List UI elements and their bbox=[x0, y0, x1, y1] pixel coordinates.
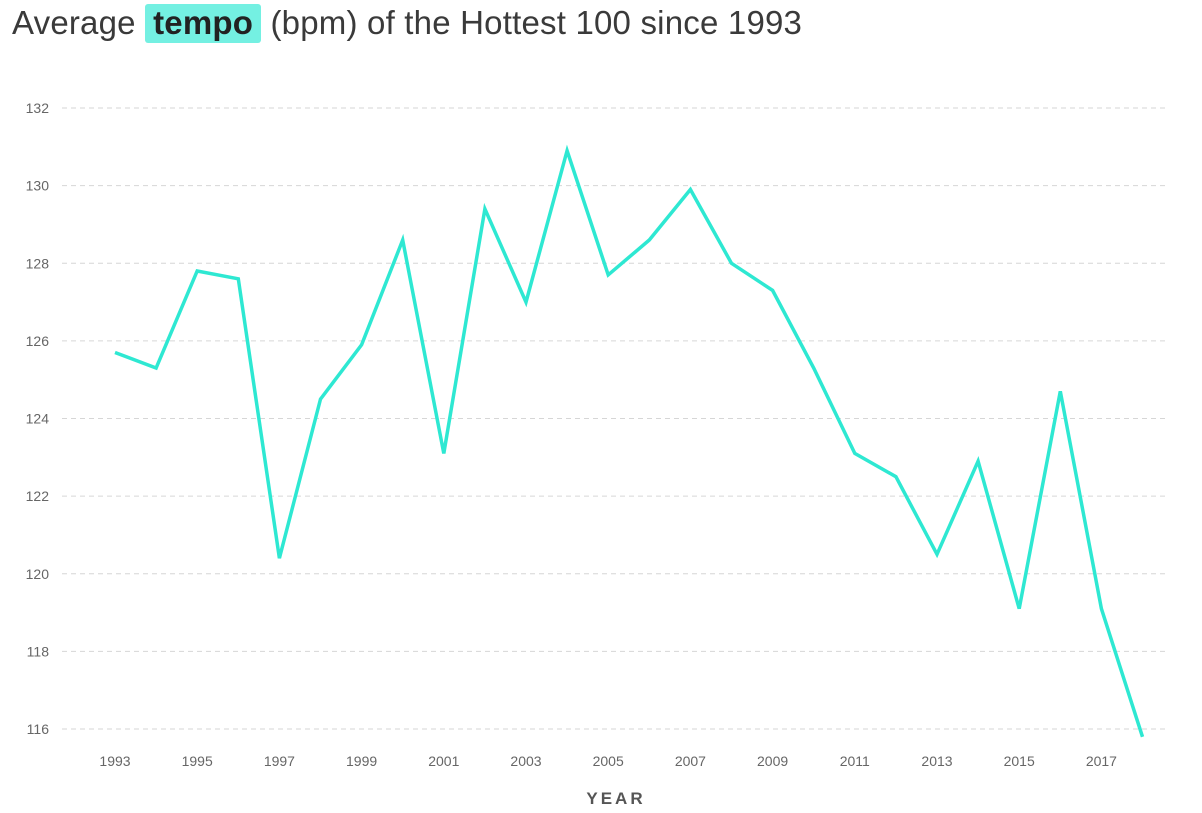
y-tick-label: 122 bbox=[26, 488, 50, 504]
x-axis-label: YEAR bbox=[586, 789, 645, 808]
y-tick-label: 118 bbox=[27, 643, 50, 659]
tempo-line bbox=[114, 144, 1145, 738]
y-tick-label: 128 bbox=[26, 255, 50, 271]
y-tick-label: 132 bbox=[26, 100, 50, 116]
x-tick-label: 2003 bbox=[510, 753, 541, 769]
chart-title: Average tempo (bpm) of the Hottest 100 s… bbox=[12, 4, 803, 43]
gridlines bbox=[62, 107, 1166, 730]
title-suffix: (bpm) of the Hottest 100 since 1993 bbox=[270, 4, 803, 41]
x-tick-label: 2017 bbox=[1086, 753, 1117, 769]
x-tick-label: 2009 bbox=[757, 753, 788, 769]
x-tick-label: 2005 bbox=[593, 753, 624, 769]
x-tick-label: 1997 bbox=[264, 753, 295, 769]
x-axis-ticks: 1993 1995 1997 1999 2001 2003 2005 2007 2009 2011… bbox=[99, 753, 1117, 769]
x-tick-label: 1995 bbox=[182, 753, 213, 769]
title-prefix: Average bbox=[12, 4, 136, 41]
y-axis-ticks: 116 118 120 122 124 126 128 130 132 bbox=[26, 100, 50, 737]
y-tick-label: 116 bbox=[27, 721, 50, 737]
y-tick-label: 126 bbox=[26, 333, 50, 349]
x-tick-label: 2011 bbox=[840, 753, 870, 769]
y-tick-label: 124 bbox=[26, 411, 50, 427]
x-tick-label: 1999 bbox=[346, 753, 377, 769]
title-highlight: tempo bbox=[145, 4, 262, 43]
y-tick-label: 120 bbox=[26, 566, 50, 582]
x-tick-label: 2007 bbox=[675, 753, 706, 769]
x-tick-label: 1993 bbox=[99, 753, 130, 769]
x-tick-label: 2013 bbox=[921, 753, 952, 769]
x-tick-label: 2015 bbox=[1004, 753, 1035, 769]
x-tick-label: 2001 bbox=[428, 753, 459, 769]
y-tick-label: 130 bbox=[26, 178, 50, 194]
